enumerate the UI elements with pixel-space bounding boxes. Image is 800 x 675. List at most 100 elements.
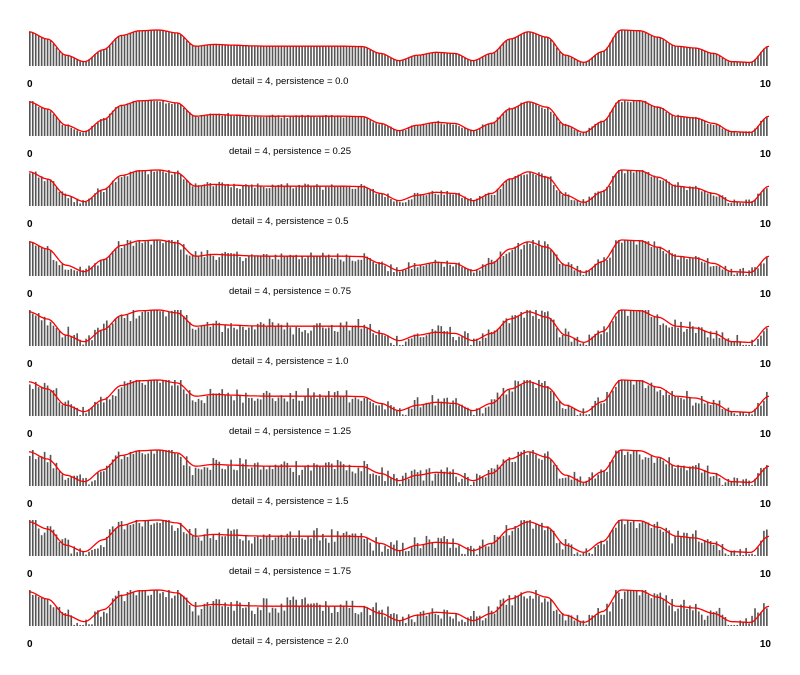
bar — [138, 315, 141, 346]
bar — [558, 51, 561, 66]
bar — [387, 335, 389, 346]
bar — [310, 396, 312, 416]
bar — [85, 268, 87, 276]
bar — [695, 116, 697, 136]
bar — [200, 115, 203, 136]
bar — [564, 192, 567, 206]
bar — [265, 188, 268, 206]
bar — [274, 46, 277, 66]
bar — [325, 395, 327, 416]
bar — [428, 123, 431, 136]
bar — [262, 117, 265, 136]
bar — [174, 530, 176, 556]
bar — [168, 31, 170, 66]
bar — [724, 265, 727, 276]
bar — [579, 202, 582, 206]
bar — [700, 191, 703, 206]
bar — [120, 247, 123, 276]
bar — [609, 462, 611, 486]
bar — [496, 49, 499, 66]
bar — [336, 331, 339, 346]
bar — [662, 531, 665, 556]
bar — [76, 475, 78, 486]
bar — [650, 316, 653, 346]
bar — [253, 256, 256, 276]
bar — [262, 187, 265, 206]
bar — [668, 605, 670, 626]
bar — [425, 402, 428, 416]
bar — [327, 187, 330, 206]
bar — [638, 380, 641, 416]
bar — [727, 407, 730, 416]
bar — [218, 257, 221, 276]
bar — [470, 616, 472, 626]
bar — [437, 398, 440, 416]
bar — [313, 530, 315, 556]
bar — [310, 115, 312, 136]
bar — [85, 201, 87, 206]
bar — [230, 602, 232, 626]
bar — [298, 116, 300, 136]
bar — [552, 464, 555, 486]
bar — [629, 454, 632, 486]
bar — [606, 471, 608, 486]
bar — [37, 528, 40, 556]
bar — [425, 53, 428, 66]
bar — [177, 33, 179, 66]
bar — [751, 201, 753, 206]
bar — [384, 125, 386, 136]
bar — [295, 461, 298, 486]
bar — [82, 132, 84, 136]
bar — [304, 183, 306, 206]
bar — [677, 396, 679, 416]
bar — [434, 547, 437, 556]
bar — [206, 250, 209, 276]
bar — [399, 620, 401, 626]
bar — [446, 467, 448, 486]
bar — [105, 47, 108, 66]
bar — [594, 333, 596, 346]
bar — [212, 393, 215, 416]
bar — [413, 55, 416, 66]
bar — [659, 180, 662, 206]
bar — [168, 311, 170, 346]
bar — [410, 547, 413, 556]
bar — [733, 624, 736, 626]
bar — [481, 264, 484, 276]
bar — [144, 384, 147, 416]
bar — [615, 527, 617, 556]
bar — [706, 401, 709, 416]
bar — [67, 124, 70, 136]
bar — [242, 540, 244, 556]
bar — [61, 337, 64, 346]
bar — [111, 395, 114, 416]
bar — [603, 257, 605, 276]
bar — [455, 476, 457, 486]
bar — [105, 258, 108, 276]
bar — [416, 614, 419, 626]
bar — [615, 386, 617, 416]
bar — [236, 470, 238, 486]
bar — [763, 331, 765, 346]
bar — [600, 120, 602, 136]
bar — [177, 103, 179, 136]
bar — [712, 124, 715, 136]
bar — [443, 331, 446, 346]
bar — [455, 340, 457, 346]
bar — [407, 199, 410, 206]
bar — [46, 525, 49, 556]
bar — [484, 54, 487, 66]
bar — [680, 46, 682, 66]
bar — [422, 544, 425, 556]
bar — [739, 484, 742, 486]
bar — [428, 539, 431, 556]
bar — [621, 380, 623, 416]
bar — [585, 201, 588, 206]
bar — [330, 612, 333, 626]
bar — [274, 608, 277, 626]
bar — [428, 333, 431, 346]
bar — [301, 256, 303, 276]
bar — [695, 332, 697, 346]
bar — [82, 344, 84, 346]
